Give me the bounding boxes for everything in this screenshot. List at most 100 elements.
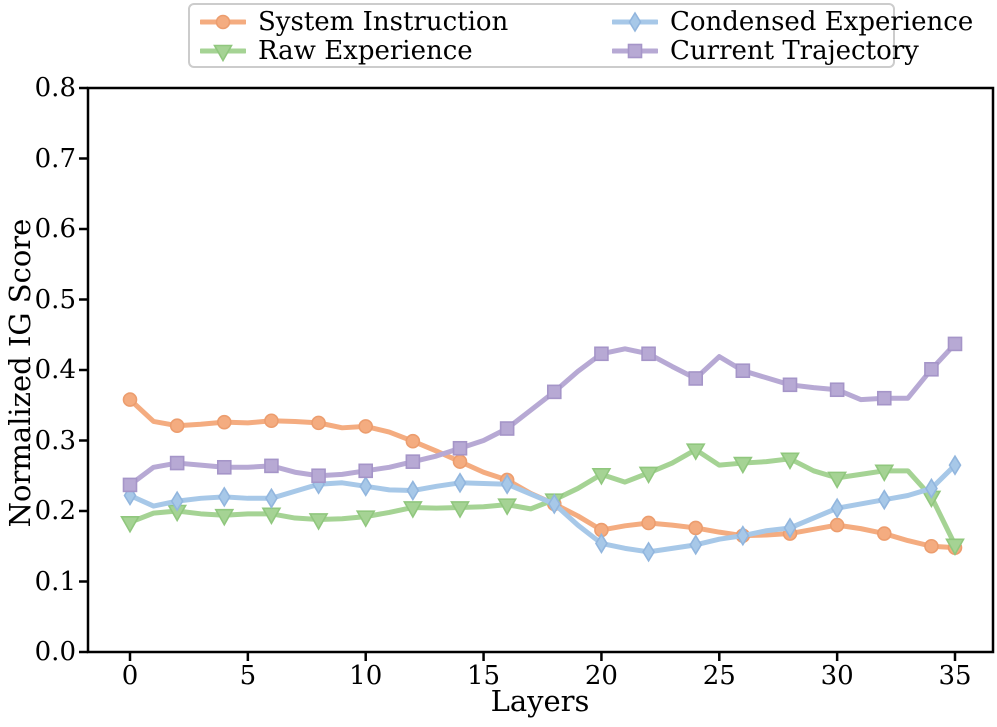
y-tick-label-0.8: 0.8 bbox=[34, 73, 76, 103]
y-axis-label: Normalized IG Score bbox=[3, 218, 37, 528]
circle-marker-icon bbox=[452, 454, 468, 469]
thin-diamond-marker-icon bbox=[264, 487, 278, 509]
circle-marker-icon bbox=[311, 415, 326, 431]
circle-marker-icon bbox=[264, 413, 279, 429]
triangle-down-marker-icon bbox=[402, 501, 423, 519]
square-marker-icon bbox=[627, 43, 643, 58]
thin-diamond-marker-icon bbox=[359, 475, 373, 497]
y-tick-label-0.6: 0.6 bbox=[34, 214, 76, 244]
triangle-down-marker-icon bbox=[120, 515, 140, 534]
thin-diamond-marker-icon bbox=[736, 525, 750, 547]
thin-diamond-marker-icon bbox=[830, 497, 844, 519]
square-marker-icon bbox=[311, 468, 326, 484]
square-marker-icon bbox=[829, 382, 845, 398]
circle-marker-icon bbox=[122, 392, 138, 407]
x-tick-label-20: 20 bbox=[584, 661, 618, 691]
y-tick-label-0.2: 0.2 bbox=[34, 496, 76, 526]
legend-label-condensed-experience: Condensed Experience bbox=[670, 6, 974, 37]
thin-diamond-marker-icon bbox=[642, 541, 656, 563]
x-tick-label-35: 35 bbox=[938, 661, 972, 691]
series-raw-experience bbox=[120, 443, 965, 556]
square-marker-icon bbox=[782, 377, 798, 393]
y-tick-label-0.1: 0.1 bbox=[34, 566, 76, 597]
square-marker-icon bbox=[947, 336, 963, 352]
triangle-down-marker-icon bbox=[213, 44, 233, 62]
triangle-down-marker-icon bbox=[497, 498, 518, 516]
x-tick-label-10: 10 bbox=[349, 661, 383, 691]
y-tick-label-0.5: 0.5 bbox=[34, 284, 76, 315]
triangle-down-marker-icon bbox=[355, 510, 376, 528]
square-marker-icon bbox=[546, 384, 562, 400]
thin-diamond-marker-icon bbox=[948, 454, 962, 476]
legend-swatch-raw-experience-icon bbox=[200, 44, 246, 62]
x-tick-label-30: 30 bbox=[820, 661, 854, 691]
series-line-current-trajectory bbox=[127, 341, 958, 488]
triangle-down-marker-icon bbox=[214, 508, 235, 527]
triangle-down-marker-icon bbox=[638, 466, 659, 485]
square-marker-icon bbox=[452, 440, 468, 456]
thin-diamond-marker-icon bbox=[547, 493, 561, 515]
circle-marker-icon bbox=[216, 414, 232, 430]
square-marker-icon bbox=[924, 361, 939, 377]
plot-frame bbox=[86, 86, 995, 654]
chart-legend: System Instruction Raw Experience Condense… bbox=[188, 3, 973, 68]
square-marker-icon bbox=[405, 454, 421, 469]
thin-diamond-marker-icon bbox=[170, 490, 184, 512]
square-marker-icon bbox=[499, 421, 515, 436]
thin-diamond-marker-icon bbox=[689, 534, 703, 556]
square-marker-icon bbox=[688, 371, 704, 386]
x-tick-label-5: 5 bbox=[239, 661, 257, 691]
thin-diamond-marker-icon bbox=[783, 517, 797, 539]
circle-marker-icon bbox=[405, 433, 421, 449]
thin-diamond-marker-icon bbox=[500, 473, 514, 495]
legend-item-current-trajectory: Current Trajectory bbox=[612, 36, 973, 65]
triangle-down-marker-icon bbox=[827, 471, 848, 489]
triangle-down-marker-icon bbox=[874, 464, 895, 482]
y-tick-label-0.4: 0.4 bbox=[34, 355, 76, 385]
triangle-down-marker-icon bbox=[945, 538, 965, 556]
x-tick-label-15: 15 bbox=[467, 661, 501, 691]
circle-marker-icon bbox=[641, 515, 656, 531]
square-marker-icon bbox=[169, 455, 185, 471]
square-marker-icon bbox=[876, 390, 892, 406]
circle-marker-icon bbox=[215, 14, 231, 29]
legend-label-current-trajectory: Current Trajectory bbox=[670, 35, 919, 66]
legend-swatch-system-instruction-icon bbox=[200, 14, 246, 29]
circle-marker-icon bbox=[688, 520, 704, 536]
circle-marker-icon bbox=[358, 419, 374, 434]
thin-diamond-marker-icon bbox=[594, 532, 608, 554]
x-axis-label: Layers bbox=[490, 684, 590, 718]
triangle-down-marker-icon bbox=[685, 443, 706, 461]
triangle-down-marker-icon bbox=[732, 456, 753, 475]
y-tick-label-0.3: 0.3 bbox=[34, 425, 76, 456]
legend-label-raw-experience: Raw Experience bbox=[258, 35, 473, 66]
legend-label-system-instruction: System Instruction bbox=[258, 6, 509, 37]
square-marker-icon bbox=[641, 346, 656, 362]
triangle-down-marker-icon bbox=[780, 452, 800, 470]
thin-diamond-marker-icon bbox=[924, 477, 938, 499]
square-marker-icon bbox=[122, 477, 138, 493]
legend-item-raw-experience: Raw Experience bbox=[200, 36, 612, 65]
thin-diamond-marker-icon bbox=[877, 489, 891, 511]
thin-diamond-marker-icon bbox=[628, 10, 642, 33]
triangle-down-marker-icon bbox=[450, 501, 470, 519]
legend-item-condensed-experience: Condensed Experience bbox=[612, 7, 973, 36]
square-marker-icon bbox=[735, 363, 751, 379]
thin-diamond-marker-icon bbox=[406, 480, 420, 502]
circle-marker-icon bbox=[169, 418, 185, 433]
square-marker-icon bbox=[358, 463, 374, 479]
circle-marker-icon bbox=[876, 526, 892, 541]
y-tick-label-0.7: 0.7 bbox=[34, 143, 76, 174]
thin-diamond-marker-icon bbox=[217, 486, 231, 508]
square-marker-icon bbox=[216, 459, 232, 475]
circle-marker-icon bbox=[924, 538, 939, 554]
square-marker-icon bbox=[594, 346, 609, 362]
triangle-down-marker-icon bbox=[308, 513, 329, 531]
legend-item-system-instruction: System Instruction bbox=[200, 7, 612, 36]
circle-marker-icon bbox=[829, 517, 845, 533]
series-current-trajectory bbox=[122, 336, 963, 493]
triangle-down-marker-icon bbox=[591, 468, 612, 486]
x-tick-label-0: 0 bbox=[121, 661, 139, 691]
